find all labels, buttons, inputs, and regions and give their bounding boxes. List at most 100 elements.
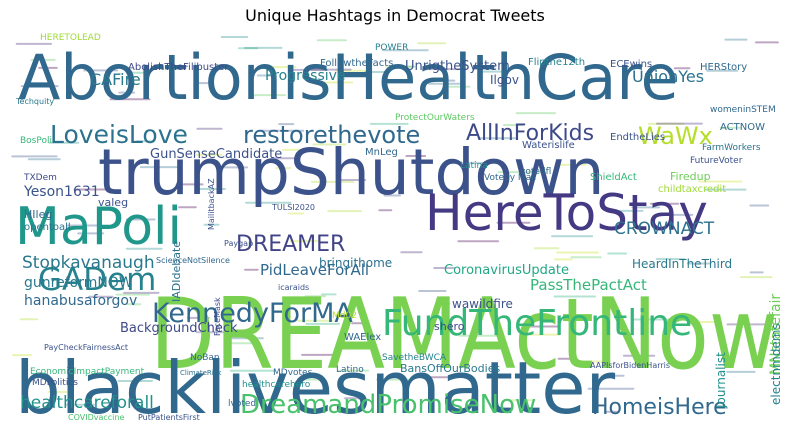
hashtag-word: Techquity: [15, 97, 54, 106]
filler-word-mark: [749, 271, 764, 274]
filler-word-mark: [671, 213, 694, 216]
hashtag-word: DreamandPromiseNow: [240, 390, 536, 420]
filler-word-mark: [270, 66, 297, 69]
filler-word-mark: [215, 166, 249, 169]
hashtag-word: womeninSTEM: [710, 105, 776, 115]
filler-word-mark: [400, 251, 423, 254]
hashtag-word: ShieldAct: [590, 172, 637, 183]
hashtag-word: LoveisLove: [50, 120, 188, 149]
filler-word-mark: [507, 399, 536, 402]
filler-word-mark: [419, 376, 450, 379]
filler-word-mark: [673, 67, 691, 70]
hashtag-word: MNstatefair: [768, 294, 780, 375]
hashtag-word: PayCheckFairnessAct: [44, 343, 128, 352]
hashtag-word: Latino: [336, 365, 364, 375]
hashtag-word: FutureVoter: [690, 156, 743, 166]
filler-word-mark: [503, 124, 524, 126]
filler-word-mark: [135, 140, 155, 143]
hashtag-word: MaPoli: [15, 197, 182, 257]
filler-word-mark: [686, 262, 712, 265]
filler-word-mark: [740, 276, 773, 279]
filler-word-mark: [557, 163, 587, 166]
filler-word-mark: [195, 82, 210, 85]
filler-word-mark: [244, 46, 283, 49]
filler-word-mark: [292, 68, 328, 71]
filler-word-mark: [65, 403, 95, 406]
hashtag-word: WAElex: [344, 332, 381, 343]
filler-word-mark: [655, 258, 686, 261]
hashtag-word: MDvotes: [273, 368, 313, 378]
hashtag-word: SavetheBWCA: [382, 353, 447, 363]
filler-word-mark: [126, 303, 142, 306]
filler-word-mark: [12, 354, 32, 357]
hashtag-word: Ilgov: [490, 73, 519, 87]
filler-word-mark: [582, 360, 606, 363]
filler-word-mark: [719, 126, 742, 129]
filler-word-mark: [117, 380, 153, 382]
filler-word-mark: [369, 122, 409, 125]
filler-word-mark: [310, 68, 352, 71]
filler-word-mark: [321, 81, 354, 84]
hashtag-word: TXDem: [23, 173, 57, 183]
hashtag-word: IADIdebate: [170, 241, 183, 302]
hashtag-word: ScienceNotSilence: [156, 256, 230, 265]
filler-word-mark: [288, 212, 305, 215]
filler-word-mark: [497, 171, 542, 174]
hashtag-word: EconomicImpactPayment: [30, 367, 145, 377]
hashtag-word: trumpShutdown: [98, 136, 604, 209]
hashtag-word: icaraids: [278, 283, 309, 292]
hashtag-word: KennedyForMA: [152, 298, 353, 329]
filler-word-mark: [196, 331, 226, 334]
filler-word-mark: [282, 148, 318, 151]
filler-word-mark: [336, 179, 367, 181]
hashtag-word: wawildfire: [452, 297, 513, 311]
hashtag-word: blacklivesmatter: [15, 346, 616, 420]
hashtag-word: FaceMask: [213, 297, 222, 336]
filler-word-mark: [118, 91, 136, 94]
filler-word-mark: [405, 155, 427, 157]
filler-word-mark: [273, 157, 297, 160]
page-title: Unique Hashtags in Democrat Tweets: [245, 6, 545, 25]
filler-word-mark: [88, 295, 114, 298]
filler-word-mark: [304, 295, 326, 298]
filler-word-mark: [496, 221, 531, 224]
hashtag-word: Firedup: [670, 170, 711, 183]
filler-word-mark: [253, 94, 287, 97]
hashtag-word: FarmWorkers: [702, 143, 761, 153]
filler-word-mark: [424, 79, 456, 82]
filler-word-mark: [244, 268, 259, 271]
filler-word-mark: [30, 58, 56, 61]
filler-word-mark: [312, 143, 347, 146]
hashtag-word: shero: [434, 320, 465, 333]
filler-word-mark: [260, 129, 305, 132]
hashtag-word: BosPoli: [20, 136, 52, 146]
hashtag-word: FollowtheFacts: [320, 58, 393, 69]
filler-word-mark: [48, 141, 80, 144]
filler-word-mark: [344, 397, 363, 400]
hashtag-word: Stopkavanaugh: [22, 253, 155, 273]
hashtag-word: Yeson1631: [23, 184, 100, 200]
hashtag-word: NoBan: [190, 353, 220, 363]
hashtag-word: COVIDvaccine: [68, 413, 124, 420]
hashtag-word: BansOffOurBodies: [400, 362, 500, 375]
filler-word-mark: [77, 232, 105, 235]
filler-word-mark: [316, 39, 347, 42]
filler-word-mark: [622, 354, 656, 357]
filler-word-mark: [139, 166, 182, 169]
hashtag-word: Journalist: [714, 352, 728, 409]
filler-word-mark: [305, 322, 340, 325]
filler-word-mark: [418, 290, 447, 292]
hashtag-word: CAFire: [90, 70, 141, 89]
filler-word-mark: [195, 153, 223, 156]
hashtag-word: gunreformNOW: [24, 275, 133, 291]
filler-word-mark: [278, 123, 295, 126]
filler-word-mark: [125, 247, 163, 250]
hashtag-word: POWER: [375, 43, 408, 53]
hashtag-word: Waterislife: [522, 140, 575, 151]
filler-word-mark: [749, 204, 770, 207]
hashtag-word: healthcareforall: [20, 393, 154, 413]
hashtag-word: Latina: [460, 161, 488, 171]
filler-word-mark: [390, 65, 416, 68]
hashtag-word: HERStory: [700, 62, 747, 73]
hashtag-word: PidLeaveForAll: [260, 261, 369, 279]
